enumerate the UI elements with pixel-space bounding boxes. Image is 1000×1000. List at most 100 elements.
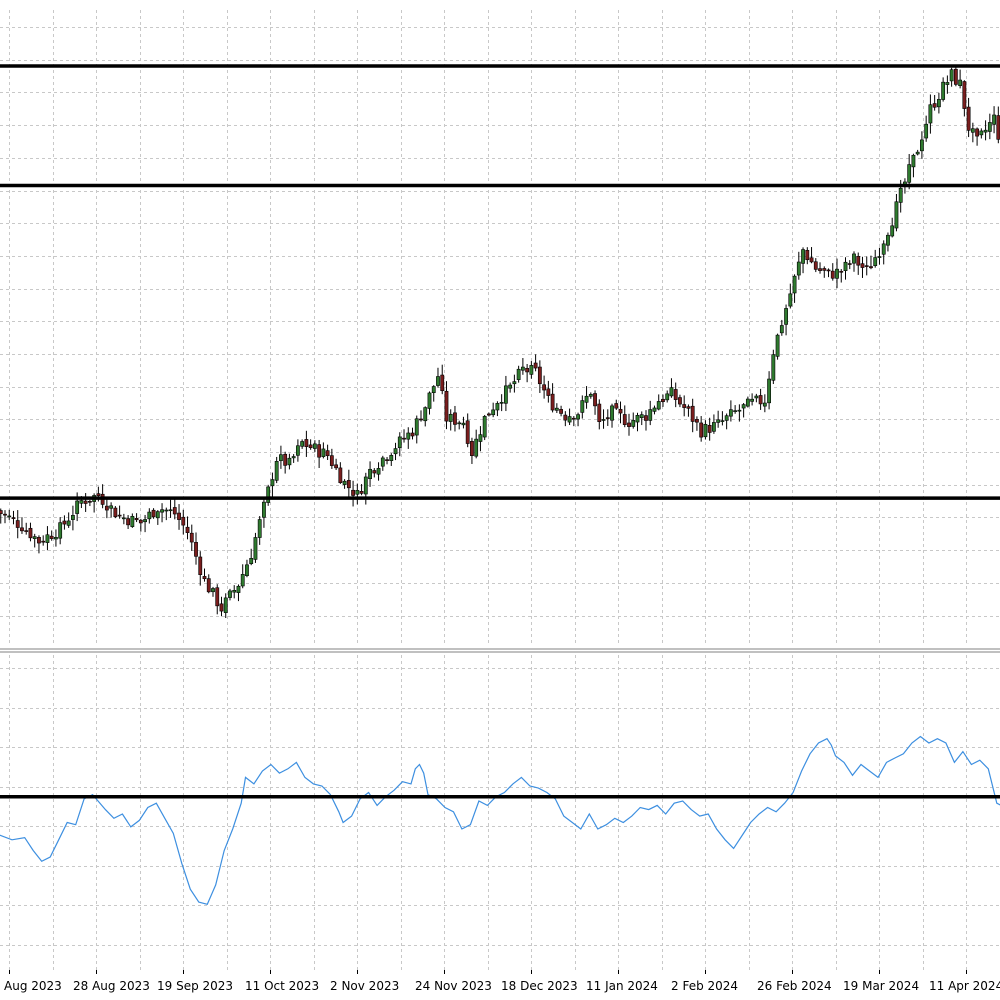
candle-bear [0,510,3,515]
candle-bull [376,468,381,475]
x-tick-label: 19 Sep 2023 [157,979,233,993]
candle-bear [537,366,542,385]
candle-bear [839,270,844,273]
candle-bull [588,393,593,397]
x-tick-label: 26 Feb 2024 [757,979,832,993]
candle-bull [886,234,890,246]
candle-bull [767,378,771,404]
candle-bull [737,409,742,412]
candle-bear [830,270,835,279]
candle-bear [113,507,118,518]
candle-bull [240,574,245,587]
candle-bull [457,422,462,425]
candle-bull [762,402,767,407]
candle-bear [419,418,423,421]
candle-bear [525,367,530,373]
candle-bull [478,434,483,442]
candle-bull [71,515,75,520]
candle-bull [228,590,232,598]
candle-bear [487,413,491,416]
candle-bear [813,261,818,270]
candle-bear [453,412,457,425]
x-tick-label: 18 Dec 2023 [501,979,578,993]
candle-bull [512,381,517,385]
candle-bear [822,268,827,271]
candle-bull [907,164,912,183]
candle-bear [3,513,7,516]
candle-bear [847,263,852,265]
candle-bear [385,459,389,461]
candle-bear [860,263,865,268]
candle-bear [138,519,143,524]
candle-bull [639,414,644,419]
candle-bear [402,437,406,440]
candle-bull [648,409,653,421]
candle-bull [245,564,249,576]
candle-bear [126,518,130,526]
candle-bull [987,122,992,132]
candle-bull [835,268,839,279]
candle-bear [215,587,220,607]
candle-bull [733,410,738,412]
oscillator-line [0,735,1000,906]
candle-bull [168,509,173,512]
candle-bull [911,154,916,168]
candle-bull [253,537,258,560]
candle-bull [754,395,759,399]
candle-bear [346,480,351,489]
candle-bull [958,79,963,86]
candle-bear [542,384,547,391]
candle-bear [673,389,678,400]
candle-bull [270,479,275,487]
candle-bear [134,518,139,521]
candle-bear [20,527,24,532]
candle-bear [550,393,555,411]
candle-bear [28,527,33,539]
candle-bear [329,455,334,466]
candle-bull [223,597,228,613]
candle-bear [410,432,415,437]
candle-bull [898,187,903,203]
candle-bull [881,243,886,255]
candle-bull [389,455,394,461]
candle-bull [979,130,984,136]
candle-bull [461,422,466,426]
candle-bull [843,261,848,271]
candle-bull [109,505,114,509]
candle-bear [686,406,691,409]
candle-bear [283,453,288,466]
candle-bear [597,403,602,423]
candle-bear [826,269,831,272]
candle-bear [533,362,538,369]
candle-bull [236,585,241,593]
candle-bear [189,532,194,543]
candle-bull [503,385,508,404]
candle-bull [580,400,585,413]
price-panel [0,64,1000,618]
candle-bear [975,128,979,137]
candle-bear [682,404,687,408]
candle-bear [444,390,449,422]
candle-bull [423,407,428,422]
candle-bull [584,395,589,403]
candle-bull [750,398,755,402]
candle-bear [325,450,330,457]
candle-bull [342,480,347,485]
candle-bull [712,422,716,432]
candle-bull [300,441,305,447]
candle-bear [181,516,186,526]
candle-bull [801,249,805,264]
candle-bull [724,415,729,421]
candle-bear [962,81,967,109]
candle-bull [262,501,266,518]
candle-bear [172,507,177,515]
candle-bull [79,500,84,504]
candle-bear [96,493,101,496]
candle-bear [614,403,619,409]
candle-bull [495,403,500,411]
candle-bear [864,265,869,267]
candle-bear [966,106,971,131]
candle-bear [104,505,109,511]
candle-bull [728,409,733,417]
